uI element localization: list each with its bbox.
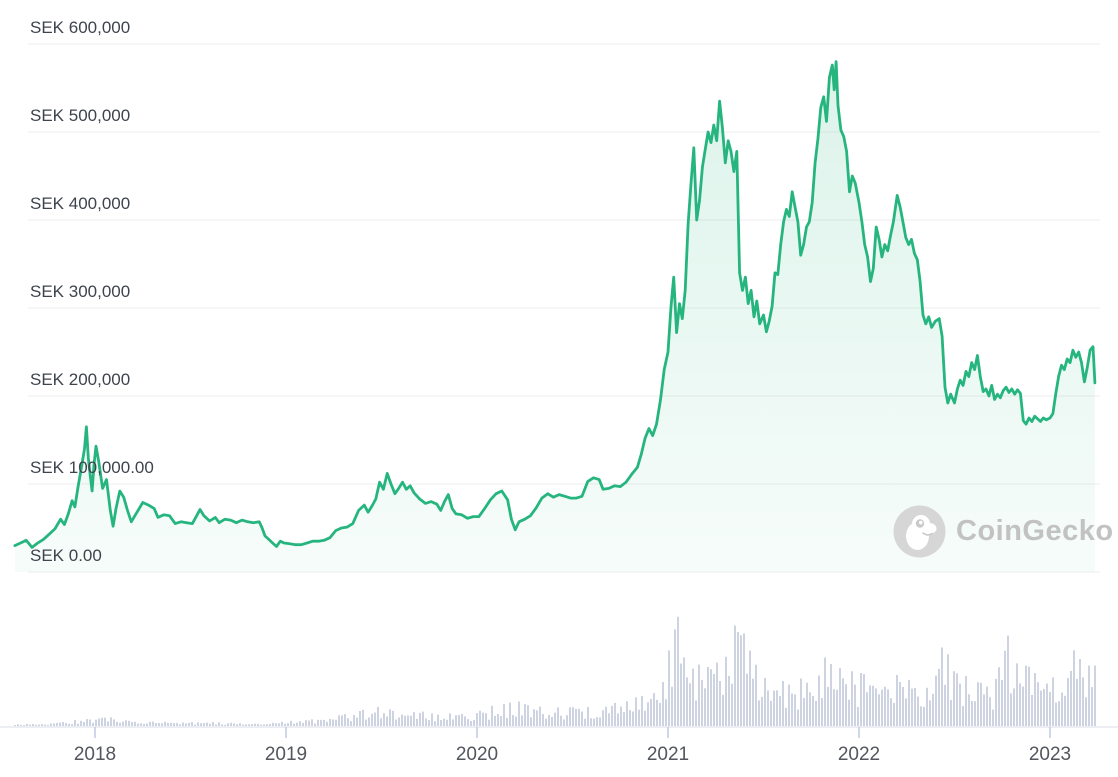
y-axis-label-600k: SEK 600,000 bbox=[30, 18, 131, 37]
coingecko-gecko-icon bbox=[893, 505, 946, 558]
x-axis-label-2023: 2023 bbox=[1028, 744, 1072, 765]
volume-bars bbox=[14, 616, 1096, 726]
coingecko-watermark: CoinGecko bbox=[893, 505, 1114, 558]
y-axis-label-300k: SEK 300,000 bbox=[30, 282, 131, 301]
x-axis-label-2020: 2020 bbox=[455, 744, 499, 765]
price-line bbox=[13, 60, 1097, 549]
x-axis-label-2019: 2019 bbox=[264, 744, 308, 765]
x-axis-label-2021: 2021 bbox=[646, 744, 690, 765]
price-area-fill bbox=[14, 61, 1095, 572]
y-axis-label-100k: SEK 100,000.00 bbox=[30, 458, 154, 477]
coingecko-watermark-text: CoinGecko bbox=[956, 515, 1114, 547]
x-axis-ticks bbox=[94, 727, 1051, 738]
x-axis-label-2022: 2022 bbox=[837, 744, 881, 765]
y-axis-label-200k: SEK 200,000 bbox=[30, 370, 131, 389]
y-axis-label-500k: SEK 500,000 bbox=[30, 106, 131, 125]
y-axis-label-400k: SEK 400,000 bbox=[30, 194, 131, 213]
x-axis-label-2018: 2018 bbox=[73, 744, 117, 765]
y-axis-label-0: SEK 0.00 bbox=[30, 546, 102, 565]
